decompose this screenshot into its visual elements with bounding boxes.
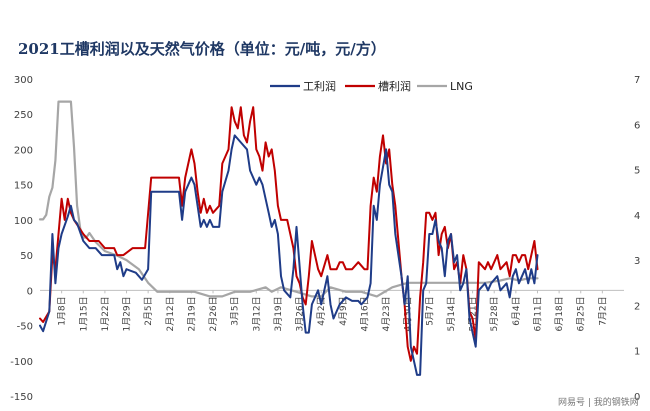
right-tick-label: 2	[634, 301, 640, 312]
legend: 工利润 槽利润 LNG	[270, 79, 473, 93]
right-tick-label: 4	[634, 211, 640, 222]
x-tick-label: 4月16日	[359, 296, 370, 331]
x-tick-label: 3月12日	[251, 296, 262, 331]
right-tick-label: 5	[634, 166, 640, 177]
x-tick-label: 3月5日	[230, 296, 241, 325]
x-tick-label: 5月14日	[446, 296, 457, 331]
legend-label-2: 槽利润	[378, 79, 411, 93]
x-axis: 1月8日 1月15日 1月22日 1月29日 2月5日 2月12日 2月19日 2月26日 3月…	[40, 289, 624, 332]
x-tick-label: 6月18日	[554, 296, 565, 331]
left-tick-label: 300	[14, 75, 33, 86]
right-tick-label: 0	[634, 392, 640, 403]
left-tick-label: -50	[17, 322, 33, 333]
x-tick-label: 4月9日	[338, 296, 349, 325]
left-tick-label: 200	[14, 145, 33, 156]
x-tick-label: 6月4日	[511, 296, 522, 325]
left-axis: 300 250 200 150 100 50 0 -50 -100 -150	[10, 75, 33, 403]
left-tick-label: -100	[10, 357, 33, 368]
watermark: 网易号 | 我的钢铁网	[558, 396, 639, 408]
x-tick-label: 1月8日	[57, 296, 68, 325]
x-tick-label: 2月19日	[186, 296, 197, 331]
x-tick-label: 5月7日	[424, 296, 435, 325]
x-tick-label: 6月25日	[576, 296, 587, 331]
series-lines	[38, 100, 539, 376]
right-axis: 7 6 5 4 3 2 1 0	[634, 75, 640, 403]
right-tick-label: 7	[634, 75, 640, 86]
x-tick-label: 1月22日	[100, 296, 111, 331]
x-tick-label: 2月5日	[143, 296, 154, 325]
x-tick-label: 6月11日	[532, 296, 543, 331]
x-tick-label: 3月19日	[273, 296, 284, 331]
right-tick-label: 6	[634, 120, 640, 131]
x-tick-label: 5月21日	[468, 296, 479, 331]
x-tick-label: 1月29日	[122, 296, 133, 331]
x-tick-label: 3月26日	[295, 296, 306, 331]
left-tick-label: 0	[27, 286, 33, 297]
series-line-1	[39, 134, 539, 376]
left-tick-label: 250	[14, 110, 33, 121]
series-line-2	[39, 106, 539, 362]
left-tick-label: 50	[20, 251, 33, 262]
x-tick-label: 2月12日	[165, 296, 176, 331]
x-tick-label: 1月15日	[78, 296, 89, 331]
chart-title: 2021工槽利润以及天然气价格（单位：元/吨，元/方）	[18, 40, 386, 58]
left-tick-label: 150	[14, 181, 33, 192]
left-tick-label: 100	[14, 216, 33, 227]
left-tick-label: -150	[10, 392, 33, 403]
x-tick-label: 7月2日	[597, 296, 608, 325]
series-line-3	[38, 100, 539, 298]
right-tick-label: 1	[634, 347, 640, 358]
x-tick-label: 5月28日	[489, 296, 500, 331]
right-tick-label: 3	[634, 256, 640, 267]
x-tick-label: 4月23日	[381, 296, 392, 331]
legend-label-1: 工利润	[303, 79, 336, 93]
legend-label-3: LNG	[450, 80, 473, 93]
x-tick-label: 4月2日	[316, 296, 327, 325]
x-tick-label: 4月30日	[403, 296, 414, 331]
x-tick-label: 2月26日	[208, 296, 219, 331]
